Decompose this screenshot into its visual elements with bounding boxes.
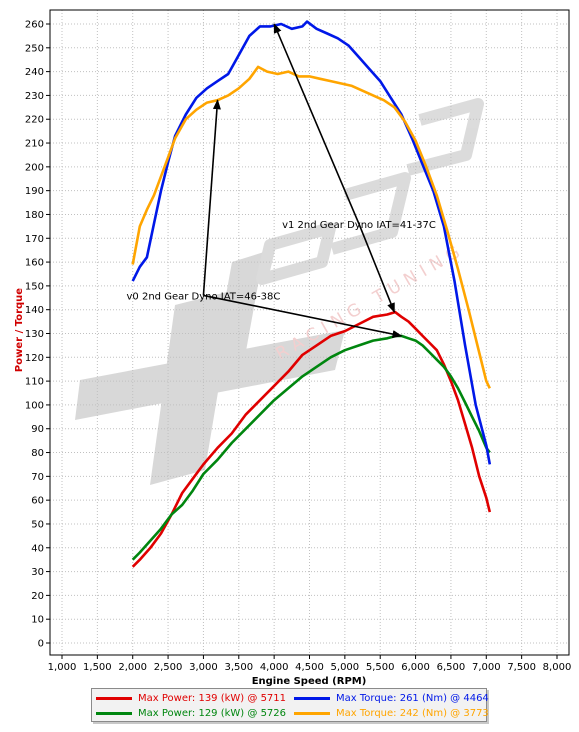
legend: Max Power: 139 (kW) @ 5711 Max Torque: 2… [91, 688, 489, 722]
legend-label: Max Torque: 242 (Nm) @ 3773 [336, 708, 489, 719]
x-tick-label: 6,000 [401, 662, 430, 673]
watermark-text: RACING TUNING [273, 239, 469, 364]
legend-swatch [294, 697, 330, 700]
x-tick-label: 1,500 [83, 662, 112, 673]
y-tick-label: 240 [25, 67, 44, 78]
y-tick-label: 130 [25, 329, 44, 340]
series-line-3 [131, 20, 492, 465]
x-axis: 1,000 1,500 2,000 2,500 3,000 3,500 4,000 4,500… [48, 655, 572, 673]
y-tick-label: 50 [31, 519, 44, 530]
legend-label: Max Power: 129 (kW) @ 5726 [138, 708, 287, 719]
y-tick-label: 150 [25, 281, 44, 292]
annotation-label: v1 2nd Gear Dyno IAT=41-37C [282, 220, 436, 231]
annotation-arrow [358, 223, 396, 314]
y-tick-label: 60 [31, 496, 44, 507]
legend-item: Max Power: 139 (kW) @ 5711 [96, 691, 286, 706]
y-tick-label: 250 [25, 43, 44, 54]
y-tick-label: 140 [25, 305, 44, 316]
y-tick-label: 110 [25, 377, 44, 388]
x-tick-label: 7,500 [507, 662, 536, 673]
series-line-1 [131, 310, 492, 568]
legend-swatch [294, 712, 330, 715]
series-line-4 [131, 65, 491, 389]
legend-swatch [96, 712, 132, 715]
y-tick-label: 190 [25, 186, 44, 197]
y-tick-label: 120 [25, 353, 44, 364]
annotation-arrow [203, 294, 403, 338]
x-tick-label: 6,500 [437, 662, 466, 673]
y-tick-label: 100 [25, 400, 44, 411]
y-tick-label: 10 [31, 615, 44, 626]
y-tick-label: 80 [31, 448, 44, 459]
legend-label: Max Torque: 261 (Nm) @ 4464 [336, 693, 489, 704]
series-line-2 [131, 334, 491, 561]
annotation-arrow [202, 99, 221, 296]
y-tick-label: 30 [31, 567, 44, 578]
y-tick-label: 220 [25, 115, 44, 126]
x-tick-label: 2,000 [118, 662, 147, 673]
x-tick-label: 4,000 [260, 662, 289, 673]
y-tick-label: 160 [25, 258, 44, 269]
y-tick-label: 230 [25, 91, 44, 102]
x-tick-label: 7,000 [472, 662, 501, 673]
annotation-label: v0 2nd Gear Dyno IAT=46-38C [127, 291, 281, 302]
x-tick-label: 4,500 [295, 662, 324, 673]
legend-item: Max Power: 129 (kW) @ 5726 [96, 706, 286, 721]
x-axis-label: Engine Speed (RPM) [252, 676, 367, 687]
y-axis-label: Power / Torque [14, 288, 25, 372]
y-tick-label: 90 [31, 424, 44, 435]
y-tick-label: 70 [31, 472, 44, 483]
x-tick-label: 8,000 [543, 662, 572, 673]
y-tick-label: 20 [31, 591, 44, 602]
x-tick-label: 3,500 [224, 662, 253, 673]
x-tick-label: 2,500 [154, 662, 183, 673]
y-tick-label: 260 [25, 20, 44, 31]
x-tick-label: 5,500 [366, 662, 395, 673]
legend-item: Max Torque: 242 (Nm) @ 3773 [294, 706, 489, 721]
x-tick-label: 5,000 [331, 662, 360, 673]
y-tick-label: 40 [31, 543, 44, 554]
y-tick-label: 180 [25, 210, 44, 221]
legend-item: Max Torque: 261 (Nm) @ 4464 [294, 691, 489, 706]
y-axis: 0 10 20 30 40 50 60 70 80 90 100 110 120 130 140 150 160… [25, 20, 50, 650]
annotation-arrow [273, 23, 360, 225]
y-tick-label: 210 [25, 139, 44, 150]
x-tick-label: 3,000 [189, 662, 218, 673]
y-tick-label: 200 [25, 162, 44, 173]
y-tick-label: 170 [25, 234, 44, 245]
y-tick-label: 0 [38, 639, 44, 650]
legend-label: Max Power: 139 (kW) @ 5711 [138, 693, 287, 704]
legend-swatch [96, 697, 132, 700]
x-tick-label: 1,000 [48, 662, 77, 673]
